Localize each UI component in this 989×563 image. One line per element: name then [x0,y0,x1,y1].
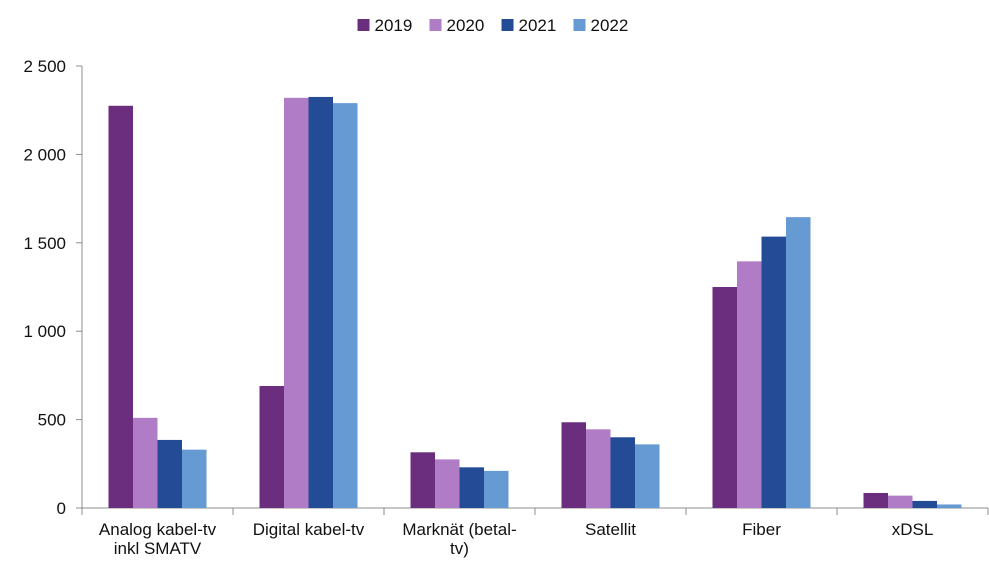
bar-2022 [786,217,811,508]
legend-item-2021: 2021 [501,16,557,35]
legend-label: 2019 [375,16,413,35]
bar-2021 [912,500,937,508]
legend-label: 2020 [447,16,485,35]
bar-series-group [108,96,962,509]
x-category-label: Satellit [585,520,636,539]
legend-label: 2021 [519,16,557,35]
x-category-label: Analog kabel-tv inkl SMATV [99,520,217,558]
y-tick-label: 1 000 [23,322,66,341]
bar-2022 [484,470,509,508]
bar-2021 [610,437,635,508]
bar-2021 [459,467,484,508]
bar-2020 [737,261,762,508]
y-tick-label: 500 [38,411,66,430]
bar-2019 [108,105,133,508]
bar-2022 [635,444,660,508]
bar-2021 [761,236,786,508]
y-tick-label: 1 500 [23,234,66,253]
bar-2020 [586,429,611,508]
bar-2020 [435,459,460,508]
bar-2019 [561,422,586,508]
legend-swatch [573,19,586,31]
legend-label: 2022 [591,16,629,35]
y-tick-label: 2 500 [23,57,66,76]
bar-2022 [333,103,358,509]
bar-2019 [712,287,737,508]
y-tick-label: 0 [57,499,66,518]
bar-2022 [937,504,962,508]
bar-2020 [133,417,158,508]
legend-swatch [429,19,442,31]
bar-2019 [410,452,435,508]
x-category-label: xDSL [892,520,934,539]
y-tick-label: 2 000 [23,145,66,164]
legend-item-2019: 2019 [357,16,413,35]
legend-swatch [501,19,514,31]
chart-legend: 2019 2020 2021 2022 [357,16,629,35]
bar-2021 [157,439,182,508]
bar-2020 [284,97,309,508]
legend-item-2020: 2020 [429,16,485,35]
x-axis: Analog kabel-tv inkl SMATV Digital kabel-t… [81,507,989,558]
bar-2019 [863,492,888,508]
bar-2020 [888,495,913,508]
bar-2021 [308,96,333,508]
x-category-label: Marknät (betal-tv) [402,520,516,558]
x-category-label: Digital kabel-tv [253,520,365,539]
legend-item-2022: 2022 [573,16,629,35]
bar-2022 [182,449,207,508]
legend-swatch [357,19,370,31]
bar-2019 [259,386,284,508]
y-axis: 0 500 1 000 1 500 2 000 2 500 [23,57,83,518]
x-category-label: Fiber [742,520,781,539]
